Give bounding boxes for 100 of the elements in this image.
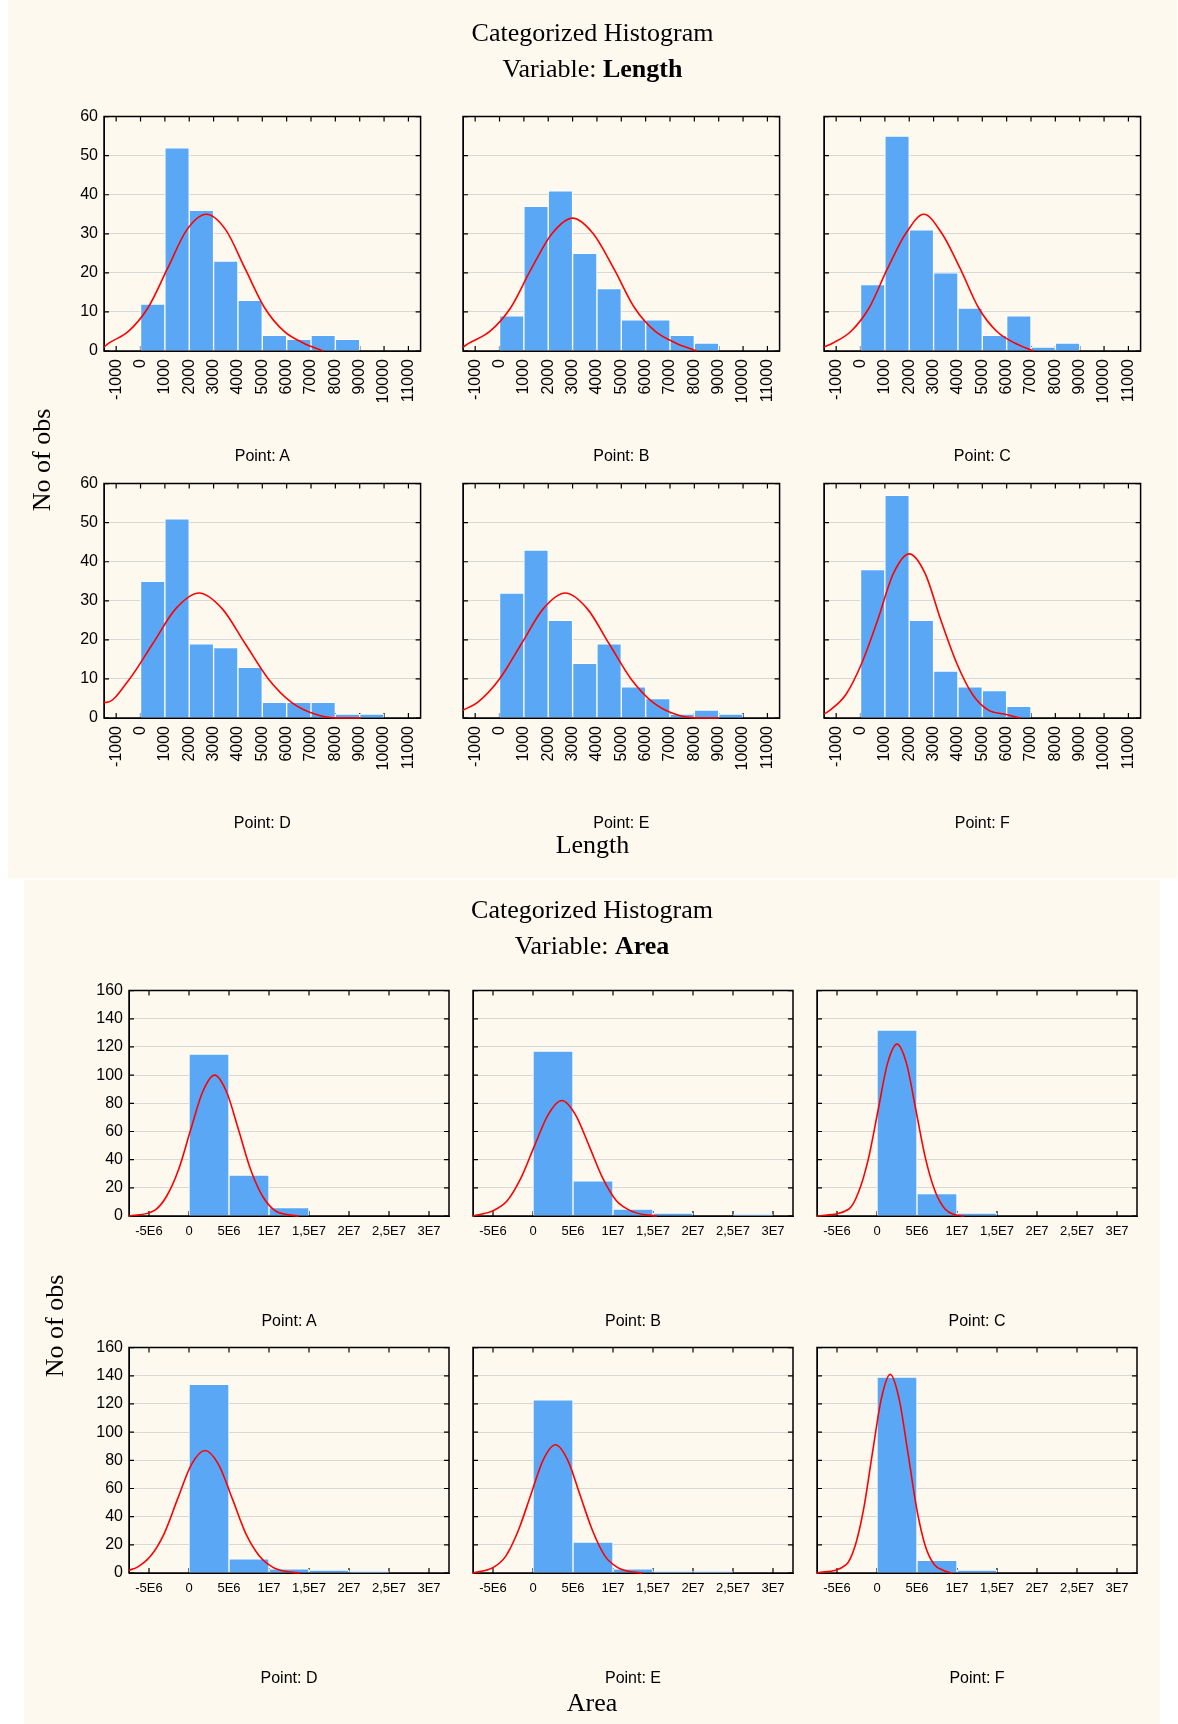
x-tick-label: 1E7 <box>257 1223 281 1239</box>
x-tick-label: 9000 <box>1070 358 1088 395</box>
x-tick-label: 3E7 <box>1105 1223 1129 1239</box>
y-tick-label: 30 <box>80 224 99 242</box>
x-tick-label: 11000 <box>398 358 416 403</box>
x-tick-label: 2000 <box>179 358 197 395</box>
x-tick-label: 9000 <box>709 358 727 395</box>
x-tick-label: 5E6 <box>905 1223 929 1239</box>
y-tick-label: 40 <box>80 185 99 203</box>
x-tick-label: -1000 <box>106 725 124 767</box>
x-tick-label: 3000 <box>924 358 941 395</box>
x-tick-label: 4000 <box>587 358 605 395</box>
y-tick-label: 60 <box>80 474 99 492</box>
x-tick-label: 0 <box>529 1580 537 1596</box>
x-tick-label: 11000 <box>757 725 775 770</box>
y-tick-label: 140 <box>96 1009 124 1027</box>
x-tick-label: -5E6 <box>479 1580 507 1596</box>
x-tick-label: 9000 <box>1070 725 1088 762</box>
x-tick-label: 1000 <box>875 358 893 395</box>
x-tick-label: 10000 <box>374 358 392 404</box>
text: Length <box>555 830 630 860</box>
text: Area <box>566 1688 618 1718</box>
x-tick-label: 2000 <box>899 358 917 395</box>
x-tick-label: 1000 <box>514 358 532 395</box>
x-axis-title: Point: B <box>604 1311 662 1329</box>
x-tick-label: 10000 <box>1094 725 1112 771</box>
x-tick-label: 8000 <box>1045 358 1063 395</box>
x-tick-label: -1000 <box>106 358 124 400</box>
chart-title: Categorized Histogram <box>471 18 714 48</box>
x-tick-label: -5E6 <box>135 1580 163 1596</box>
x-axis-title: Point: F <box>954 813 1011 831</box>
x-tick-label: 3000 <box>563 725 580 762</box>
x-tick-label: 1E7 <box>601 1223 625 1239</box>
x-tick-label: 2E7 <box>1025 1223 1049 1239</box>
x-tick-label: 8000 <box>684 358 702 395</box>
x-tick-label: 0 <box>850 725 868 735</box>
y-tick-label: 60 <box>105 1121 124 1139</box>
x-tick-label: 4000 <box>228 358 246 395</box>
x-tick-label: 5000 <box>611 725 629 762</box>
x-tick-label: 4000 <box>587 725 605 762</box>
y-axis-title: No of obs <box>40 1274 70 1378</box>
y-tick-label: 60 <box>80 107 99 125</box>
y-axis-title: No of obs <box>27 408 57 512</box>
y-tick-label: 100 <box>96 1065 124 1083</box>
y-tick-label: 140 <box>96 1366 124 1384</box>
y-tick-label: 40 <box>105 1507 124 1525</box>
y-tick-label: 40 <box>80 552 99 570</box>
x-tick-label: 8000 <box>1045 725 1063 762</box>
y-tick-label: 40 <box>105 1150 124 1168</box>
x-tick-label: 0 <box>185 1223 193 1239</box>
y-tick-label: 100 <box>96 1422 124 1440</box>
x-tick-label: 3000 <box>204 725 221 762</box>
x-tick-label: 1000 <box>514 725 532 762</box>
x-axis-title: Point: C <box>953 446 1011 464</box>
x-tick-label: 0 <box>489 358 507 368</box>
x-tick-label: 1,5E7 <box>980 1580 1014 1596</box>
y-tick-label: 50 <box>80 146 99 164</box>
x-tick-label: 2000 <box>538 725 556 762</box>
x-tick-label: 1,5E7 <box>636 1580 670 1596</box>
y-tick-label: 50 <box>80 513 99 531</box>
x-tick-label: 6000 <box>997 725 1015 762</box>
y-tick-label: 20 <box>105 1178 124 1196</box>
y-tick-label: 120 <box>96 1394 124 1412</box>
y-tick-label: 10 <box>80 302 99 320</box>
x-tick-label: 2E7 <box>337 1223 361 1239</box>
x-tick-label: 5E6 <box>217 1223 241 1239</box>
x-tick-label: 4000 <box>948 725 966 762</box>
x-tick-label: 1000 <box>155 358 173 395</box>
x-tick-label: 3E7 <box>417 1223 441 1239</box>
x-axis-title: Point: E <box>593 813 650 831</box>
x-tick-label: 8000 <box>325 358 343 395</box>
x-tick-label: 7000 <box>1021 725 1039 762</box>
x-tick-label: 8000 <box>325 725 343 762</box>
x-axis-title: Point: D <box>233 813 291 831</box>
x-tick-label: 5E6 <box>561 1580 585 1596</box>
x-tick-label: 0 <box>873 1223 881 1239</box>
x-tick-label: 2,5E7 <box>1060 1223 1094 1239</box>
x-tick-label: 10000 <box>374 725 392 771</box>
x-tick-label: -1000 <box>826 358 844 400</box>
x-tick-label: 7000 <box>660 725 678 762</box>
x-tick-label: 2,5E7 <box>1060 1580 1094 1596</box>
x-axis-title: Point: D <box>260 1668 318 1686</box>
x-tick-label: 6000 <box>636 358 654 395</box>
x-tick-label: 5000 <box>252 358 270 395</box>
x-tick-label: -1000 <box>826 725 844 767</box>
x-tick-label: 1,5E7 <box>636 1223 670 1239</box>
x-tick-label: 2,5E7 <box>372 1223 406 1239</box>
x-axis-title: Point: C <box>948 1311 1006 1329</box>
x-tick-label: 1E7 <box>945 1580 969 1596</box>
x-tick-label: 7000 <box>1021 358 1039 395</box>
x-tick-label: 2E7 <box>1025 1580 1049 1596</box>
x-tick-label: 4000 <box>228 725 246 762</box>
y-tick-label: 160 <box>96 1338 124 1356</box>
y-tick-label: 60 <box>105 1478 124 1496</box>
y-tick-label: 80 <box>105 1093 124 1111</box>
x-tick-label: 2E7 <box>337 1580 361 1596</box>
x-tick-label: -1000 <box>465 358 483 400</box>
x-tick-label: 1000 <box>155 725 173 762</box>
x-tick-label: 4000 <box>948 358 966 395</box>
x-axis-title: Point: A <box>261 1311 317 1329</box>
